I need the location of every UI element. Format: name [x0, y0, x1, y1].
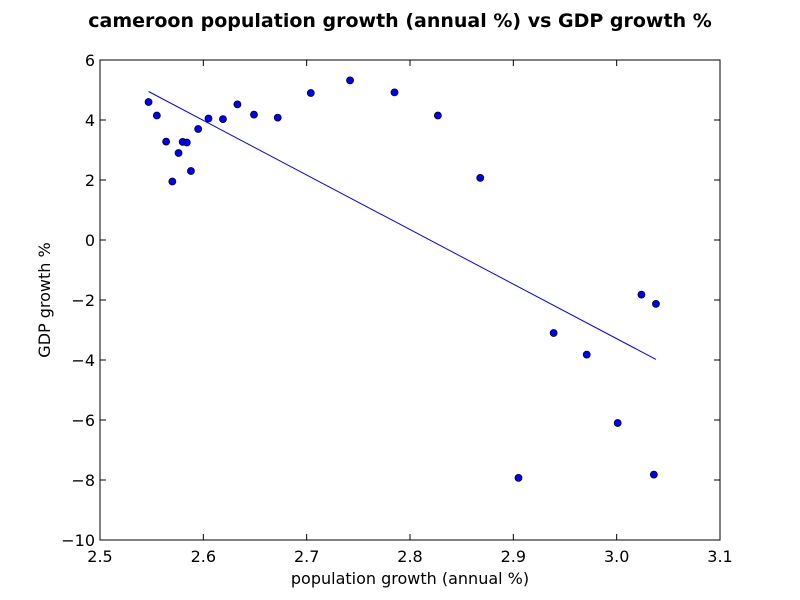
data-point [187, 167, 195, 175]
x-tick-label: 2.5 [87, 547, 112, 566]
data-point [390, 88, 399, 97]
data-point [273, 113, 282, 122]
data-point [433, 111, 442, 120]
axes-frame [99, 59, 721, 541]
x-tick-label: 2.8 [397, 547, 422, 566]
data-point [649, 470, 658, 479]
data-point [637, 290, 646, 299]
data-point [219, 115, 227, 123]
axis-ticks: 2.5 2.6 2.7 2.8 2.9 3.0 3.1 −10 −8 −6 −4 −2 0 2 4 6 [61, 51, 732, 566]
plot-area [144, 76, 660, 482]
y-tick-label: −4 [71, 351, 95, 370]
data-point [204, 114, 213, 123]
data-point [582, 350, 591, 359]
data-point [182, 138, 191, 147]
y-axis-label: GDP growth % [35, 242, 54, 357]
data-point [476, 173, 485, 182]
data-point [233, 100, 242, 109]
chart-title: cameroon population growth (annual %) vs… [88, 10, 712, 32]
x-axis-label: population growth (annual %) [291, 569, 529, 588]
y-tick-label: 2 [85, 171, 95, 190]
data-point [168, 177, 177, 186]
y-tick-label: −6 [71, 411, 95, 430]
y-tick-label: 0 [85, 231, 95, 250]
y-tick-label: −8 [71, 471, 95, 490]
data-point [514, 473, 523, 482]
x-tick-label: 2.6 [191, 547, 216, 566]
x-tick-label: 2.7 [294, 547, 319, 566]
data-point [346, 76, 354, 85]
y-tick-label: 6 [85, 51, 95, 70]
data-point [306, 89, 315, 97]
data-point [549, 329, 558, 337]
data-point [152, 111, 161, 120]
x-tick-label: 3.0 [604, 547, 629, 566]
data-point [250, 110, 258, 119]
x-tick-label: 2.9 [501, 547, 526, 566]
data-point [174, 149, 183, 157]
data-point [144, 98, 153, 106]
x-tick-label: 3.1 [707, 547, 732, 566]
y-tick-label: −10 [61, 531, 95, 550]
y-tick-label: −2 [71, 291, 95, 310]
data-point [194, 125, 203, 133]
trend-line [148, 91, 657, 360]
data-point [652, 299, 660, 308]
data-point [613, 419, 622, 427]
y-tick-label: 4 [85, 111, 95, 130]
data-point [162, 137, 171, 146]
